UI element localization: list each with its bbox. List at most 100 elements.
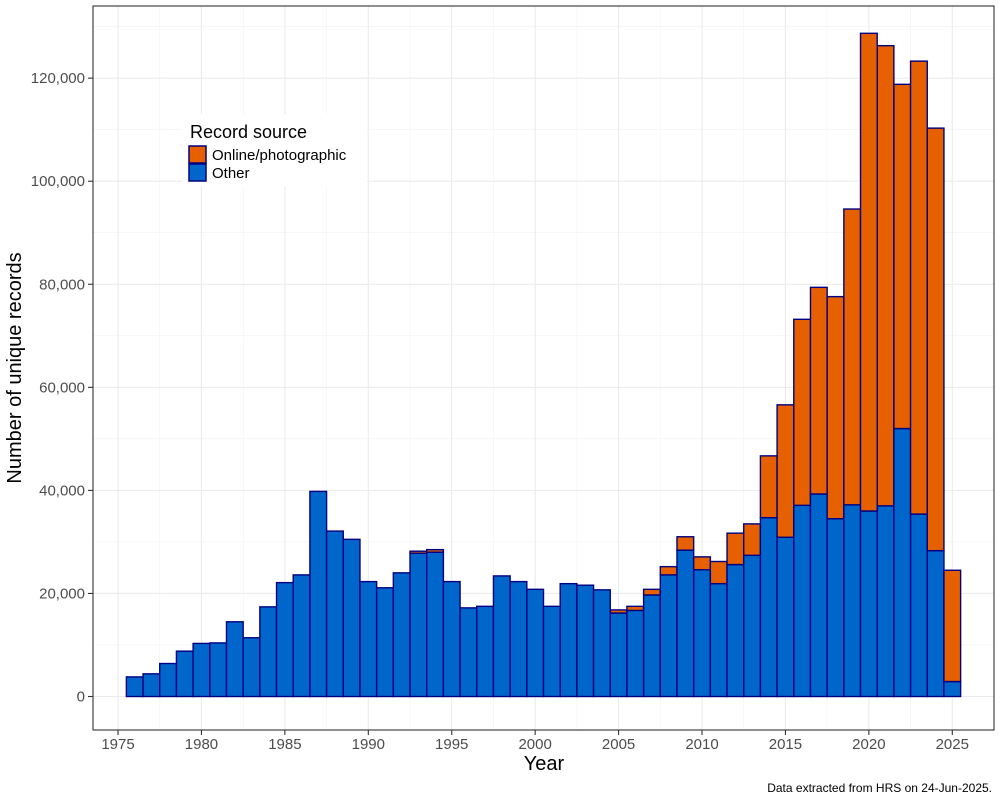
- bar-other-1976: [125, 676, 144, 698]
- bar-other-1980: [192, 642, 211, 698]
- legend-background: [182, 114, 367, 186]
- bar-other-1990: [359, 580, 378, 698]
- bar-online-2007: [642, 588, 661, 596]
- bar-other-1987: [309, 490, 328, 698]
- y-tick-label: 120,000: [31, 70, 85, 87]
- legend-label-online: Online/photographic: [212, 147, 347, 164]
- x-axis-title: Year: [524, 753, 565, 775]
- bar-other-2019: [843, 504, 862, 698]
- bar-other-2005: [609, 612, 628, 698]
- y-tick-label: 20,000: [39, 585, 85, 602]
- bar-online-2022: [893, 83, 912, 430]
- bar-other-2004: [592, 589, 611, 698]
- x-tick-label: 2015: [769, 736, 802, 753]
- x-tick-label: 1980: [185, 736, 218, 753]
- x-tick-label: 2025: [936, 736, 969, 753]
- bar-other-2018: [826, 518, 845, 698]
- bar-layer: [125, 32, 962, 698]
- legend-title: Record source: [190, 122, 307, 142]
- legend-label-other: Other: [212, 165, 250, 182]
- bar-online-2012: [726, 532, 745, 566]
- bar-other-2002: [559, 582, 578, 698]
- bar-online-2005: [609, 609, 628, 614]
- bar-other-1991: [375, 587, 395, 698]
- bar-other-2024: [926, 549, 945, 698]
- bar-online-2014: [759, 455, 778, 519]
- y-tick-label: 80,000: [39, 276, 85, 293]
- x-tick-label: 2010: [685, 736, 718, 753]
- bar-online-2010: [692, 556, 712, 571]
- x-tick-label: 1995: [435, 736, 468, 753]
- bar-other-2020: [859, 510, 878, 698]
- bar-other-1982: [225, 621, 244, 698]
- y-tick-label: 0: [77, 689, 85, 706]
- bar-other-1986: [292, 574, 311, 698]
- x-tick-label: 1985: [268, 736, 301, 753]
- bar-other-2021: [876, 505, 895, 698]
- legend-key-online: [188, 145, 207, 164]
- bar-other-1992: [392, 572, 411, 698]
- bar-online-2019: [843, 208, 862, 506]
- bar-other-2022: [893, 427, 912, 698]
- bar-online-2008: [659, 565, 678, 576]
- bar-other-2013: [743, 554, 762, 698]
- bar-other-1997: [476, 605, 495, 698]
- bar-other-1996: [459, 607, 478, 698]
- bar-other-1993: [409, 552, 428, 698]
- bar-other-1981: [209, 642, 228, 698]
- bar-other-2017: [809, 493, 828, 698]
- bar-other-2011: [709, 582, 728, 698]
- bar-other-2003: [576, 584, 595, 698]
- bar-online-1993: [409, 550, 428, 554]
- x-tick-label: 1990: [352, 736, 385, 753]
- bar-other-2023: [909, 513, 928, 698]
- bar-other-2006: [626, 609, 645, 698]
- x-tick-label: 2000: [518, 736, 551, 753]
- plot-border: [92, 5, 995, 731]
- axis-layer: 0 20,000 40,000 60,000 80,000 100,000 120,000 1…: [31, 70, 969, 753]
- bar-other-1995: [442, 580, 461, 698]
- bar-online-2006: [626, 605, 645, 612]
- bar-online-2011: [709, 560, 728, 585]
- bar-online-2018: [826, 295, 845, 520]
- bar-other-1977: [142, 673, 161, 698]
- bar-online-2024: [926, 127, 945, 552]
- legend-key-other: [188, 163, 207, 182]
- bar-other-2015: [776, 536, 795, 698]
- x-tick-label: 2005: [602, 736, 635, 753]
- bar-online-2017: [809, 286, 828, 495]
- bar-online-2023: [909, 60, 928, 515]
- y-tick-label: 100,000: [31, 173, 85, 190]
- y-axis-title: Number of unique records: [4, 252, 26, 483]
- bar-online-2021: [876, 44, 895, 507]
- bar-online-2020: [859, 32, 878, 512]
- bar-other-1989: [342, 538, 361, 698]
- bar-other-2012: [726, 563, 745, 698]
- bar-other-2008: [659, 574, 678, 698]
- bar-other-2010: [692, 569, 712, 698]
- bar-other-2007: [642, 594, 661, 698]
- bar-other-1978: [159, 662, 178, 698]
- bar-online-2009: [676, 536, 695, 551]
- caption: Data extracted from HRS on 24-Jun-2025.: [767, 781, 992, 795]
- y-tick-label: 40,000: [39, 482, 85, 499]
- bar-other-2001: [542, 605, 561, 698]
- bar-other-1998: [492, 575, 511, 698]
- bar-online-2016: [793, 318, 812, 507]
- bar-online-2013: [743, 523, 762, 557]
- bar-other-2000: [526, 588, 545, 698]
- bar-other-2016: [793, 504, 812, 698]
- bar-online-2025: [943, 569, 962, 683]
- bar-online-1994: [426, 548, 445, 553]
- x-tick-label: 1975: [101, 736, 134, 753]
- bar-other-1979: [175, 650, 194, 698]
- bar-other-1984: [259, 606, 278, 698]
- bar-other-2009: [676, 549, 695, 698]
- legend: Record source Online/photographic Other: [182, 114, 367, 186]
- bar-other-1988: [325, 530, 344, 698]
- x-tick-label: 2020: [852, 736, 885, 753]
- bar-online-2015: [776, 404, 795, 538]
- bar-other-2014: [759, 516, 778, 698]
